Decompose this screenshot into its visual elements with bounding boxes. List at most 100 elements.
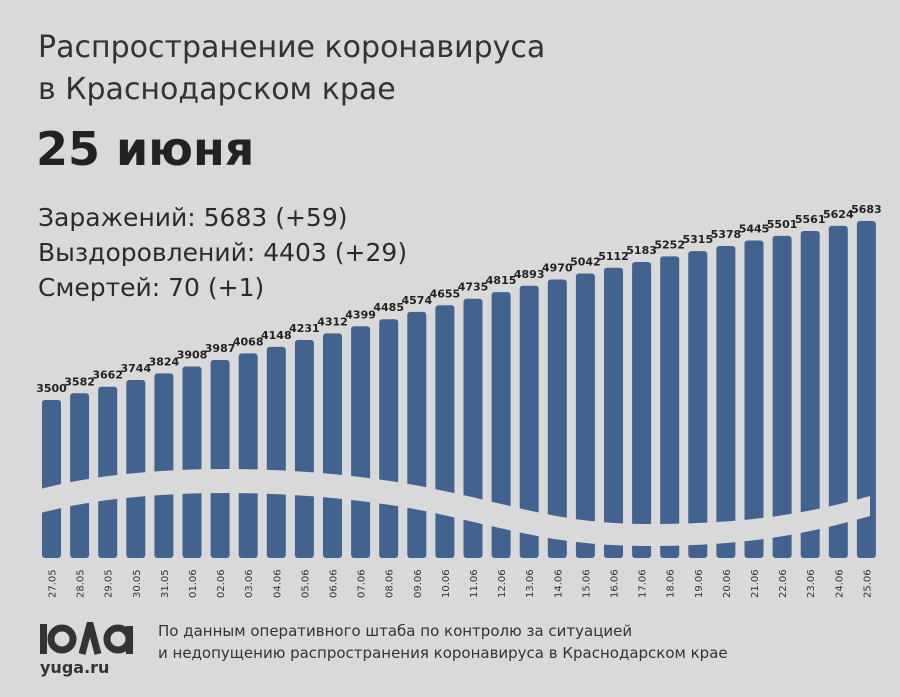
stat-infected: Заражений: 5683 (+59)	[38, 203, 348, 232]
x-tick-label: 21.06	[750, 569, 761, 598]
x-tick-label: 22.06	[778, 569, 789, 598]
bar-value-label: 3824	[149, 355, 180, 368]
x-tick-label: 07.06	[357, 569, 368, 598]
wave-overlay	[30, 468, 870, 546]
bar	[716, 245, 736, 559]
x-tick-label: 11.06	[469, 569, 480, 598]
bar	[98, 386, 118, 558]
x-tick-label: 24.06	[834, 569, 845, 598]
title-line-1: Распространение коронавируса	[38, 30, 546, 65]
source-line-2: и недопущению распространения коронавиру…	[158, 644, 728, 662]
bar-value-label: 5624	[823, 208, 854, 221]
stat-recovered: Выздоровлений: 4403 (+29)	[38, 238, 408, 267]
x-tick-label: 25.06	[862, 569, 873, 598]
bar	[744, 240, 764, 558]
x-tick-label: 16.06	[610, 569, 621, 598]
bar	[42, 399, 61, 558]
bar-value-label: 4815	[486, 274, 517, 287]
bar	[491, 292, 511, 558]
x-tick-label: 04.06	[272, 569, 283, 598]
bar-value-label: 4655	[430, 287, 461, 300]
bar-value-label: 3987	[205, 342, 236, 355]
x-tick-label: 13.06	[525, 569, 536, 598]
bar-value-label: 4231	[289, 322, 320, 335]
bar-value-label: 5315	[682, 233, 713, 246]
yuga-logo	[40, 622, 133, 655]
bar	[519, 285, 539, 558]
bar-value-label: 5112	[598, 250, 629, 263]
bar-value-label: 3662	[92, 369, 123, 382]
bar-value-label: 3908	[177, 349, 208, 362]
bar	[379, 319, 399, 558]
bar	[772, 235, 792, 559]
x-tick-label: 09.06	[413, 569, 424, 598]
x-tick-label: 19.06	[694, 569, 705, 598]
bar-value-label: 3500	[36, 382, 67, 395]
x-tick-label: 15.06	[581, 569, 592, 598]
bar	[126, 379, 146, 558]
bar	[238, 353, 258, 558]
bar	[828, 225, 848, 558]
bar-value-label: 4068	[233, 335, 264, 348]
title-line-2: в Краснодарском крае	[38, 72, 396, 107]
bar-value-label: 5378	[711, 228, 742, 241]
bar	[575, 273, 595, 558]
x-tick-label: 30.05	[132, 569, 143, 598]
bar	[351, 326, 371, 558]
bar-value-label: 3744	[120, 362, 151, 375]
bar-value-label: 5252	[654, 238, 685, 251]
x-tick-label: 18.06	[666, 569, 677, 598]
bar	[800, 230, 820, 558]
bar	[547, 279, 567, 558]
bar-value-label: 4148	[261, 329, 292, 342]
date-heading: 25 июня	[36, 122, 255, 176]
x-tick-label: 23.06	[806, 569, 817, 598]
x-tick-label: 03.06	[244, 569, 255, 598]
x-tick-label: 10.06	[441, 569, 452, 598]
bar	[688, 251, 708, 558]
bar	[154, 373, 174, 558]
bar-value-label: 5683	[851, 203, 882, 216]
x-tick-label: 27.05	[48, 569, 59, 598]
stat-deaths: Смертей: 70 (+1)	[38, 273, 265, 302]
x-tick-label: 08.06	[385, 569, 396, 598]
bar	[463, 298, 483, 558]
bar	[294, 340, 314, 558]
x-tick-label: 20.06	[722, 569, 733, 598]
x-tick-label: 31.05	[160, 569, 171, 598]
x-tick-label: 29.05	[104, 569, 115, 598]
bar	[70, 393, 90, 558]
bar	[856, 220, 876, 559]
bar-value-label: 5561	[795, 213, 826, 226]
bar-value-label: 5042	[570, 256, 601, 269]
x-tick-label: 06.06	[329, 569, 340, 598]
x-tick-label: 28.05	[76, 569, 87, 598]
x-tick-label: 14.06	[553, 569, 564, 598]
bar-value-label: 4970	[542, 261, 573, 274]
source-line-1: По данным оперативного штаба по контролю…	[158, 622, 633, 640]
bar-value-label: 5501	[767, 218, 798, 231]
x-tick-label: 17.06	[638, 569, 649, 598]
bar-value-label: 4485	[373, 301, 404, 314]
bar	[660, 256, 680, 558]
bar	[210, 360, 230, 558]
bar	[435, 305, 455, 558]
bar-value-label: 4399	[345, 308, 376, 321]
bar	[266, 346, 286, 558]
bar	[182, 366, 202, 558]
bar-value-label: 3582	[64, 375, 95, 388]
bar-value-label: 4312	[317, 315, 348, 328]
bar-value-label: 4735	[458, 281, 489, 294]
x-tick-label: 05.06	[300, 569, 311, 598]
bar	[323, 333, 342, 558]
x-tick-label: 02.06	[216, 569, 227, 598]
x-tick-label: 12.06	[497, 569, 508, 598]
bar-value-label: 4574	[401, 294, 432, 307]
bar	[407, 311, 427, 558]
bar-value-label: 5183	[626, 244, 657, 257]
bar-value-label: 4893	[514, 268, 545, 281]
bar-value-label: 5445	[739, 222, 770, 235]
bar	[604, 267, 623, 558]
